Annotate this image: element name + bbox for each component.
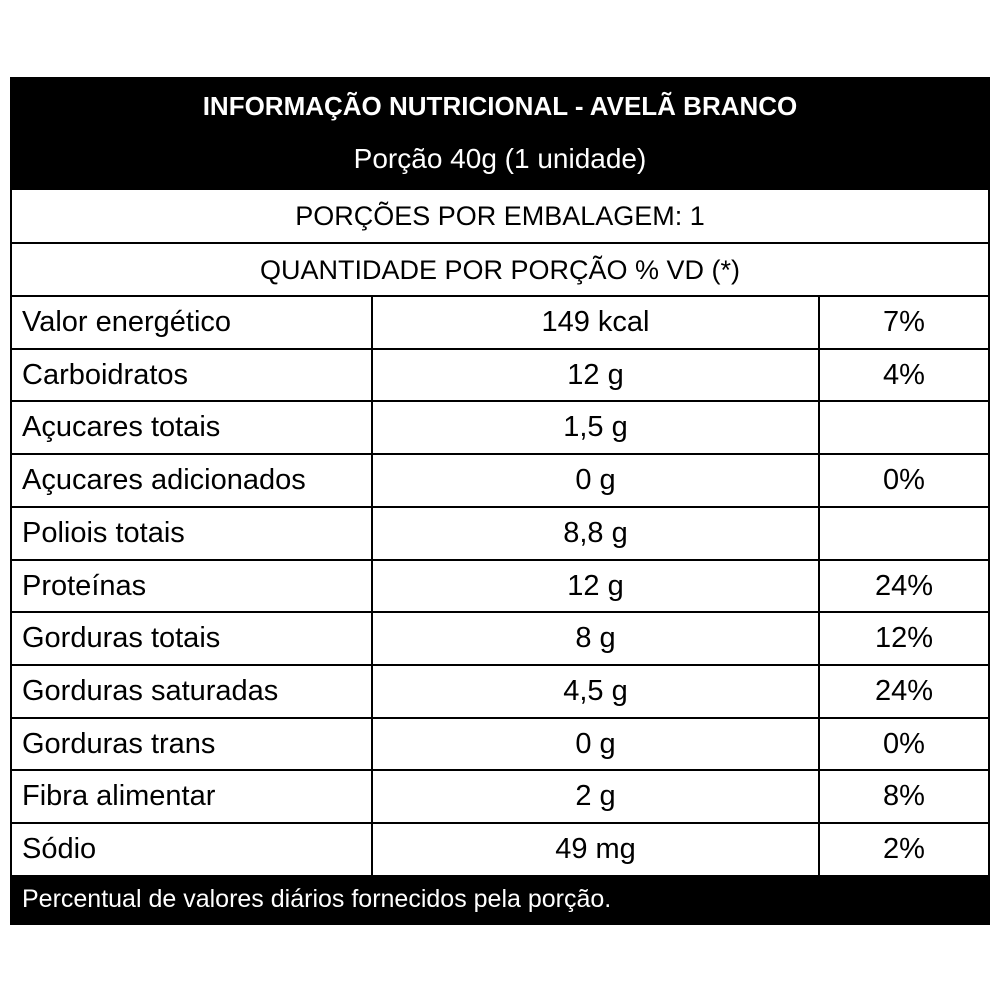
- amount: 8,8 g: [373, 505, 820, 559]
- amount: 1,5 g: [373, 400, 820, 454]
- daily-value: 0%: [820, 716, 988, 770]
- servings: PORÇÕES POR EMBALAGEM: 1: [295, 201, 705, 231]
- daily-value: 0%: [820, 453, 988, 506]
- nutrient-name: Poliois totais: [12, 505, 373, 559]
- nutrient-name: Proteínas: [12, 558, 373, 612]
- nutrient-name: Gorduras saturadas: [12, 663, 373, 717]
- nutrient-name: Carboidratos: [12, 347, 373, 401]
- daily-value: 24%: [820, 558, 988, 612]
- amount: 0 g: [373, 716, 820, 770]
- nutrient-name: Gorduras trans: [12, 716, 373, 770]
- daily-value: 24%: [820, 663, 988, 717]
- footer: Percentual de valores diários fornecidos…: [22, 885, 612, 913]
- nutrient-name: Fibra alimentar: [12, 769, 373, 823]
- daily-value: [820, 400, 988, 453]
- header: INFORMAÇÃO NUTRICIONAL - AVELÃ BRANCO Po…: [12, 79, 988, 190]
- daily-value: 2%: [820, 822, 988, 875]
- footer-bar: Percentual de valores diários fornecidos…: [12, 875, 988, 923]
- amount: 2 g: [373, 769, 820, 823]
- nutrition-label: INFORMAÇÃO NUTRICIONAL - AVELÃ BRANCO Po…: [10, 77, 990, 925]
- amount: 0 g: [373, 453, 820, 507]
- title: INFORMAÇÃO NUTRICIONAL - AVELÃ BRANCO: [202, 91, 798, 121]
- daily-value: 8%: [820, 769, 988, 822]
- daily-value: 7%: [820, 295, 988, 348]
- daily-value: 12%: [820, 611, 988, 664]
- amount: 12 g: [373, 347, 820, 401]
- amount: 12 g: [373, 558, 820, 612]
- quantity-header: QUANTIDADE POR PORÇÃO % VD (*): [12, 242, 988, 295]
- nutrient-name: Açucares adicionados: [12, 453, 373, 507]
- amount: 8 g: [373, 611, 820, 665]
- daily-value: 4%: [820, 347, 988, 401]
- nutrient-name: Sódio: [12, 822, 373, 875]
- amount: 149 kcal: [373, 295, 820, 348]
- subtitle: Porção 40g (1 unidade): [353, 143, 647, 174]
- daily-value: [820, 505, 988, 559]
- nutrient-name: Valor energético: [12, 295, 373, 348]
- amount: 49 mg: [373, 822, 820, 875]
- amount: 4,5 g: [373, 663, 820, 717]
- nutrient-name: Gorduras totais: [12, 611, 373, 665]
- nutrient-name: Açucares totais: [12, 400, 373, 454]
